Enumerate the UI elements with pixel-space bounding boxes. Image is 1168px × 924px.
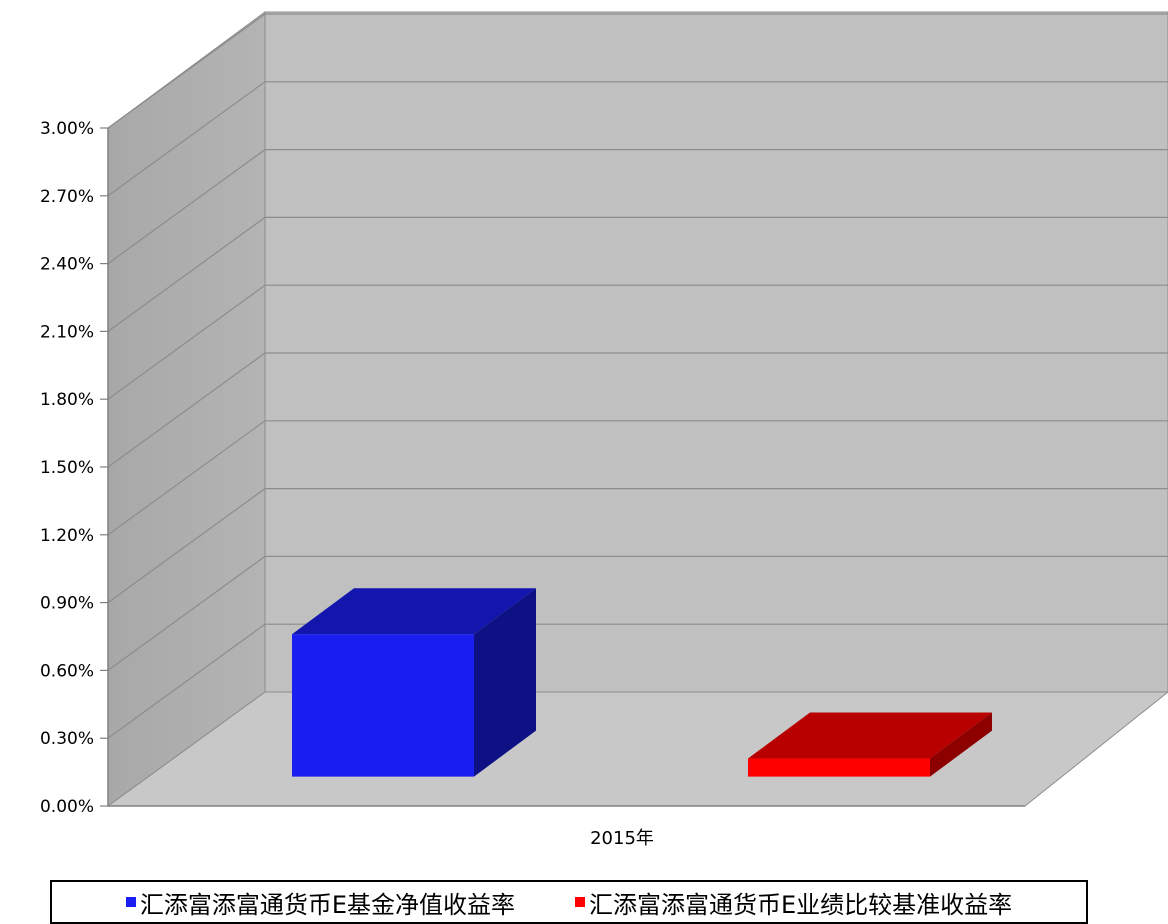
legend-swatch-red xyxy=(575,897,585,907)
y-tick-label: 0.00% xyxy=(40,797,94,817)
bar-side-face xyxy=(930,712,992,777)
y-tick-label: 0.30% xyxy=(40,729,94,749)
legend-item-nav-return: 汇添富添富通货币E基金净值收益率 xyxy=(125,885,515,920)
chart: 0.00% 0.30% 0.60% 0.90% 1.20% 1.50% 1.80% 2.10%… xyxy=(40,11,1168,849)
y-tick-label: 2.40% xyxy=(40,255,94,275)
gridline-side xyxy=(107,216,266,332)
side-wall xyxy=(107,11,266,807)
bar-top-face xyxy=(292,588,536,635)
gridline-side xyxy=(107,555,266,671)
y-tick-label: 3.00% xyxy=(40,119,94,139)
gridline-side xyxy=(107,284,266,400)
gridline-side xyxy=(107,13,266,129)
bars xyxy=(292,588,992,777)
y-tick-label: 2.10% xyxy=(40,322,94,342)
bar-top-face xyxy=(748,712,992,759)
y-axis: 0.00% 0.30% 0.60% 0.90% 1.20% 1.50% 1.80% 2.10%… xyxy=(40,119,108,817)
legend-item-benchmark-return: 汇添富添富通货币E业绩比较基准收益率 xyxy=(575,885,1012,920)
y-tick-label: 1.50% xyxy=(40,458,94,478)
bar-nav-return xyxy=(292,588,536,777)
bar-front-face xyxy=(292,634,474,777)
legend-label: 汇添富添富通货币E业绩比较基准收益率 xyxy=(589,890,1013,919)
bar-benchmark-return xyxy=(748,712,992,777)
floor xyxy=(106,691,1168,807)
y-tick-label: 0.90% xyxy=(40,594,94,614)
gridline-side xyxy=(107,488,266,604)
gridline-side xyxy=(107,623,266,739)
legend: 汇添富添富通货币E基金净值收益率 汇添富添富通货币E业绩比较基准收益率 xyxy=(50,880,1088,924)
gridline-side xyxy=(107,81,266,197)
y-tick-label: 1.20% xyxy=(40,526,94,546)
bar-front-face xyxy=(748,758,930,777)
y-tick-label: 2.70% xyxy=(40,187,94,207)
y-tick-label: 0.60% xyxy=(40,661,94,681)
legend-label: 汇添富添富通货币E基金净值收益率 xyxy=(139,890,515,919)
y-tick-label: 1.80% xyxy=(40,390,94,410)
legend-swatch-blue xyxy=(125,897,136,907)
gridline-side xyxy=(107,420,266,536)
gridline-side xyxy=(107,352,266,468)
bar-side-face xyxy=(474,588,536,777)
back-wall xyxy=(264,11,1168,693)
gridline-side xyxy=(107,149,266,265)
category-label: 2015年 xyxy=(590,828,654,849)
